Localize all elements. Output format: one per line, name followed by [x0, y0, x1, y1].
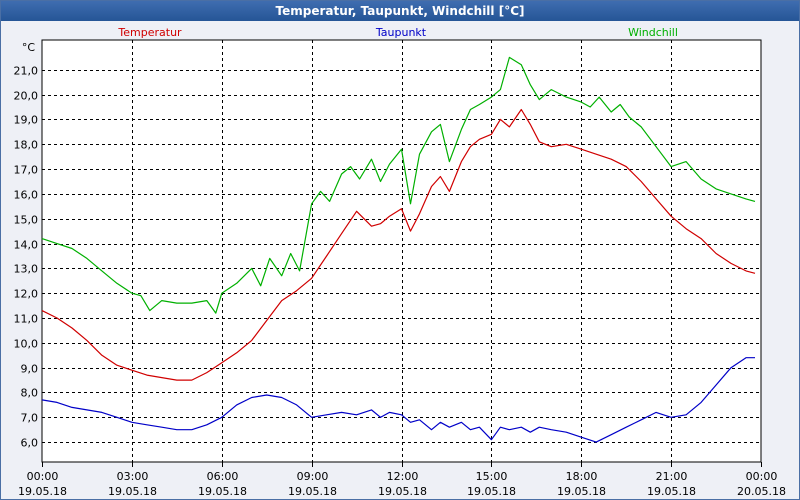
y-tick-label: 20,0 — [14, 90, 39, 103]
x-tick-date: 19.05.18 — [198, 485, 247, 498]
y-axis-unit-label: °C — [22, 41, 36, 54]
y-tick-label: 21,0 — [14, 65, 39, 78]
line-chart: 6,0 7,0 8,0 9,0 10,0 11,0 12,0 13,0 14,0 15,0 16,0… — [14, 26, 786, 498]
x-tick-date: 19.05.18 — [647, 485, 696, 498]
y-tick-label: 11,0 — [14, 313, 39, 326]
y-tick-label: 17,0 — [14, 164, 39, 177]
y-tick-label: 15,0 — [14, 214, 39, 227]
y-tick-label: 10,0 — [14, 338, 39, 351]
series-line-temperatur — [41, 108, 756, 381]
plot-area — [41, 39, 762, 463]
y-tick-label: 6,0 — [21, 437, 39, 450]
x-tick-time: 09:00 — [297, 470, 329, 483]
x-tick-time: 00:00 — [27, 470, 59, 483]
x-tick-date: 20.05.18 — [737, 485, 786, 498]
x-tick-date: 19.05.18 — [288, 485, 337, 498]
x-tick-time: 15:00 — [476, 470, 508, 483]
series-line-windchill — [41, 56, 756, 314]
legend-windchill: Windchill — [628, 26, 678, 39]
x-tick-time: 21:00 — [656, 470, 688, 483]
y-tick-label: 9,0 — [21, 363, 39, 376]
y-tick-label: 12,0 — [14, 288, 39, 301]
x-tick-date: 19.05.18 — [467, 485, 516, 498]
x-tick-time: 18:00 — [566, 470, 598, 483]
series-line-taupunkt — [41, 357, 755, 443]
y-tick-label: 18,0 — [14, 139, 39, 152]
y-tick-label: 8,0 — [21, 387, 39, 400]
y-tick-label: 16,0 — [14, 189, 39, 202]
y-tick-label: 14,0 — [14, 239, 39, 252]
y-tick-label: 19,0 — [14, 114, 39, 127]
x-tick-time: 12:00 — [387, 470, 419, 483]
legend-temperatur: Temperatur — [117, 26, 182, 39]
x-tick-time: 03:00 — [117, 470, 149, 483]
x-tick-date: 19.05.18 — [557, 485, 606, 498]
y-tick-label: 7,0 — [21, 412, 39, 425]
x-tick-date: 19.05.18 — [108, 485, 157, 498]
x-tick-date: 19.05.18 — [18, 485, 67, 498]
legend-taupunkt: Taupunkt — [375, 26, 427, 39]
x-tick-time: 00:00 — [746, 470, 778, 483]
y-tick-label: 13,0 — [14, 263, 39, 276]
chart-title: Temperatur, Taupunkt, Windchill [°C] — [1, 1, 799, 21]
x-tick-date: 19.05.18 — [378, 485, 427, 498]
x-tick-time: 06:00 — [207, 470, 239, 483]
